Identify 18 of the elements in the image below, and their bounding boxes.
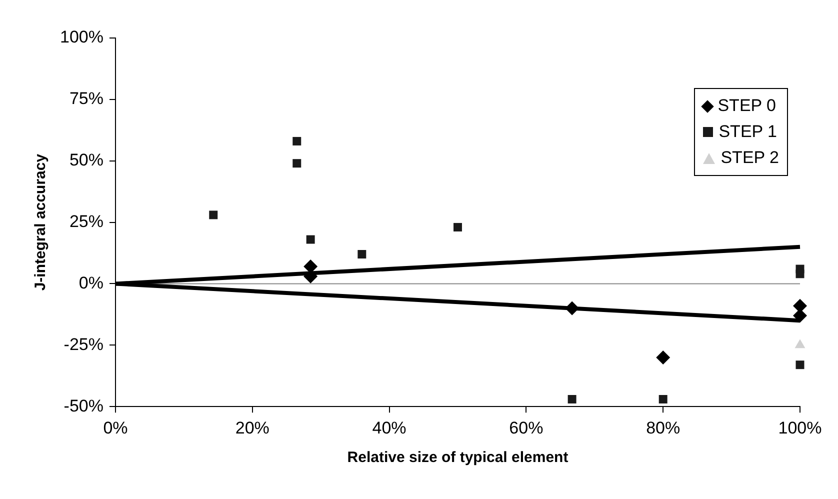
legend-label: STEP 2 [720, 147, 779, 169]
y-tick-label: -50% [64, 396, 104, 416]
x-tick-label: 0% [103, 418, 128, 438]
y-tick-label: -25% [64, 334, 104, 354]
y-axis-title: J-integral accuracy [32, 153, 50, 291]
y-tick-label: 0% [78, 273, 104, 292]
x-tick-label: 20% [235, 418, 270, 438]
y-tick-label: 25% [69, 212, 104, 231]
x-tick-label: 80% [646, 418, 680, 438]
x-axis-title: Relative size of typical element [347, 449, 568, 466]
x-tick-label: 60% [509, 418, 544, 438]
y-tick-label: 100% [60, 28, 104, 47]
legend-label: STEP 1 [718, 121, 777, 143]
legend-label: STEP 0 [718, 95, 776, 117]
x-tick-label: 40% [372, 418, 406, 438]
x-tick-label: 100% [778, 418, 822, 438]
y-tick-label: 50% [69, 150, 104, 170]
y-tick-label: 75% [69, 89, 104, 108]
